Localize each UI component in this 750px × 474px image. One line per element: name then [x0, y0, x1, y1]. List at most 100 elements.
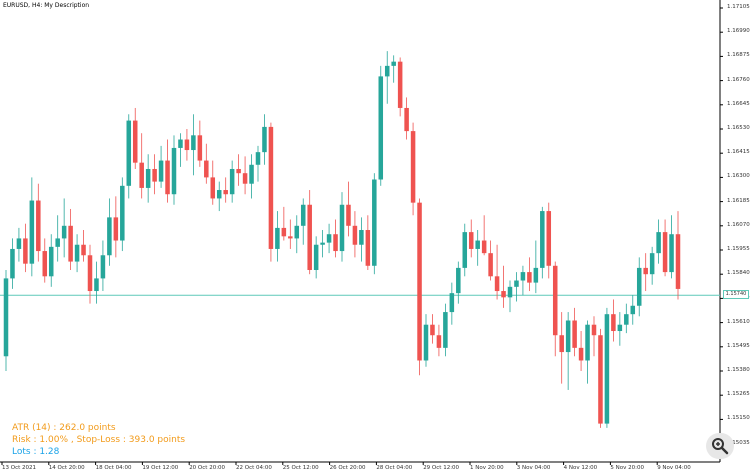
- candle-body: [507, 286, 513, 298]
- bull-candle: [48, 234, 54, 287]
- bear-candle: [365, 215, 371, 270]
- price-tick-label: 1.16300: [727, 173, 750, 180]
- bear-candle: [23, 223, 28, 273]
- candle-body: [443, 312, 448, 348]
- bull-candle: [16, 227, 22, 262]
- time-tick-label: 4 Nov 12:00: [563, 465, 598, 471]
- candle-body: [23, 238, 28, 264]
- lots-info: Lots : 1.28: [12, 447, 60, 457]
- bull-candle: [339, 192, 345, 262]
- time-tick-label: 29 Oct 12:00: [423, 465, 460, 471]
- candle-body: [456, 267, 461, 294]
- price-tick-label: 1.16185: [727, 197, 750, 204]
- price-tick-label: 1.15150: [727, 415, 750, 422]
- candle-body: [107, 217, 112, 256]
- price-tick-label: 1.17105: [727, 4, 750, 10]
- candle-body: [333, 234, 338, 252]
- bull-candle: [300, 198, 306, 245]
- bear-candle: [236, 154, 241, 186]
- candle-body: [178, 139, 183, 148]
- axes-frame: [0, 0, 723, 465]
- candle-body: [223, 190, 228, 195]
- candle-body: [488, 253, 493, 277]
- bear-candle: [527, 257, 532, 292]
- bull-candle: [171, 135, 177, 205]
- bull-candle: [669, 215, 674, 279]
- bull-candle: [456, 261, 461, 304]
- zoom-button[interactable]: [706, 433, 734, 459]
- bull-candle: [624, 303, 629, 334]
- candle-body: [391, 61, 396, 66]
- bull-candle: [384, 51, 390, 104]
- bull-candle: [29, 177, 35, 277]
- price-tick-label: 1.15035: [727, 439, 750, 446]
- bear-candle: [578, 331, 584, 371]
- bear-candle: [410, 122, 416, 216]
- bull-candle: [585, 320, 590, 384]
- bull-candle: [191, 114, 196, 176]
- candles: [3, 51, 681, 428]
- bull-candle: [100, 240, 106, 292]
- candle-body: [533, 267, 539, 283]
- bull-candle: [229, 160, 235, 203]
- bull-candle: [55, 215, 60, 262]
- candle-body: [126, 120, 132, 186]
- candle-body: [229, 168, 235, 195]
- bear-candle: [643, 253, 648, 292]
- bear-candle: [333, 219, 338, 258]
- bull-candle: [10, 238, 15, 289]
- bear-candle: [488, 240, 493, 281]
- bear-candle: [184, 129, 190, 161]
- bull-candle: [326, 223, 332, 254]
- price-tick-label: 1.16530: [727, 125, 750, 131]
- bull-candle: [533, 240, 539, 294]
- candle-body: [100, 255, 106, 279]
- candle-body: [281, 227, 287, 237]
- candle-body: [656, 232, 661, 254]
- time-tick-label: 3 Nov 04:00: [516, 465, 551, 471]
- candle-body: [145, 168, 151, 188]
- candle-body: [359, 230, 364, 245]
- price-tick-label: 1.15380: [727, 367, 750, 373]
- candle-body: [339, 204, 345, 252]
- magnifier-zoom-icon: [712, 438, 729, 455]
- price-tick-label: 1.16070: [727, 221, 750, 228]
- bear-candle: [132, 107, 138, 169]
- candle-body: [352, 225, 358, 245]
- candle-body: [61, 225, 67, 239]
- candle-body: [249, 164, 254, 184]
- candle-body: [585, 324, 590, 361]
- candle-body: [540, 211, 545, 268]
- time-tick-label: 5 Nov 20:00: [610, 465, 644, 471]
- price-tick-label: 1.16760: [727, 76, 750, 83]
- bear-candle: [36, 183, 41, 262]
- bull-candle: [158, 145, 164, 188]
- time-tick-label: 25 Oct 12:00: [282, 465, 319, 471]
- price-tick-label: 1.15955: [727, 246, 750, 252]
- bear-candle: [552, 261, 558, 357]
- bull-candle: [604, 307, 610, 428]
- bear-candle: [397, 57, 403, 117]
- bull-candle: [617, 312, 623, 346]
- bull-candle: [636, 257, 642, 317]
- candle-body: [591, 324, 597, 336]
- bull-candle: [378, 65, 384, 186]
- candle-body: [578, 347, 584, 361]
- candle-body: [94, 278, 99, 292]
- bear-candle: [572, 307, 577, 357]
- candle-body: [552, 265, 558, 336]
- time-tick-label: 28 Oct 04:00: [376, 465, 413, 471]
- bear-candle: [152, 154, 157, 195]
- candle-body: [139, 162, 144, 188]
- time-tick-label: 20 Oct 20:00: [189, 465, 226, 471]
- bull-candle: [507, 280, 513, 313]
- candle-body: [132, 120, 138, 163]
- time-tick-label: 22 Oct 04:00: [236, 465, 272, 471]
- bear-candle: [307, 190, 312, 275]
- candle-body: [397, 61, 403, 108]
- bull-candle: [449, 282, 455, 325]
- candle-body: [42, 251, 48, 277]
- bull-candle: [107, 198, 112, 266]
